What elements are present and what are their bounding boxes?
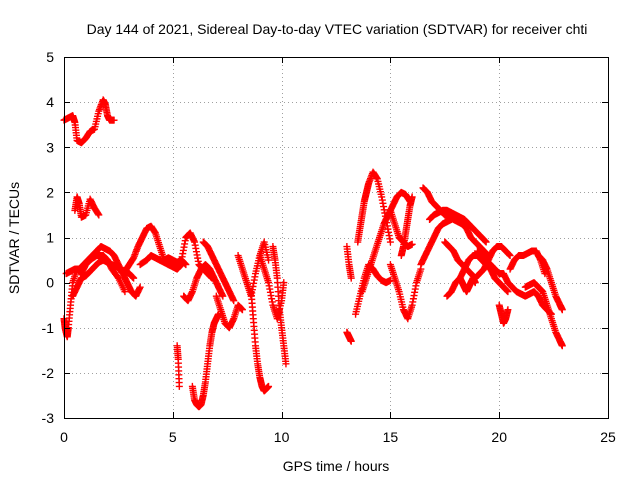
data-point (558, 306, 566, 314)
series-arc-b (71, 193, 103, 221)
y-tick-labels: -3 -2 -1 0 1 2 3 4 5 (42, 49, 55, 426)
data-point (504, 306, 512, 314)
x-tick-label: 25 (600, 429, 616, 445)
y-tick-label: 5 (46, 49, 54, 65)
data-point (386, 238, 394, 246)
series-arc-ak (534, 252, 566, 314)
series-arc-t (343, 328, 355, 345)
y-tick-label: 2 (46, 184, 54, 200)
y-tick-label: -3 (42, 410, 55, 426)
data-point (265, 382, 273, 390)
data-point (175, 382, 183, 390)
data-point (471, 279, 479, 287)
series-arc-a (60, 96, 118, 147)
y-tick-label: -2 (42, 365, 55, 381)
y-tick-label: 0 (46, 275, 54, 291)
series-arc-ac (426, 206, 490, 246)
x-tick-label: 15 (383, 429, 399, 445)
series-arc-r (269, 243, 290, 368)
data-point (265, 256, 273, 264)
data-point (558, 342, 566, 350)
data-point (136, 283, 144, 291)
data-point (182, 261, 190, 269)
series-arc-ag (473, 247, 555, 318)
data-point (504, 288, 512, 296)
x-tick-label: 0 (60, 429, 68, 445)
axis-ticks (64, 57, 609, 419)
data-point (130, 274, 138, 282)
data-points (60, 96, 566, 411)
data-point (238, 306, 246, 314)
x-tick-labels: 0 5 10 15 20 25 (60, 429, 616, 445)
y-tick-label: -1 (42, 320, 55, 336)
data-point (506, 252, 514, 260)
data-point (219, 292, 227, 300)
chart-title: Day 144 of 2021, Sidereal Day-to-day VTE… (87, 21, 588, 37)
grid-lines (64, 57, 608, 418)
series-arc-u (352, 261, 394, 318)
series-arc-af (456, 274, 479, 296)
x-tick-label: 10 (274, 429, 290, 445)
series-arc-n (212, 292, 246, 332)
x-tick-label: 5 (169, 429, 177, 445)
data-point (408, 193, 416, 201)
series-arc-m (199, 238, 238, 305)
y-tick-label: 1 (46, 230, 54, 246)
data-point (280, 279, 288, 287)
y-axis-label: SDTVAR / TECUs (6, 182, 22, 294)
data-point (110, 116, 118, 124)
series-arc-x (386, 261, 425, 323)
data-point (282, 360, 290, 368)
series-arc-s (343, 243, 355, 282)
series-arc-ah (495, 301, 512, 327)
y-tick-label: 3 (46, 139, 54, 155)
series-arc-k (180, 261, 227, 305)
data-point (408, 240, 416, 248)
data-point (482, 238, 490, 246)
data-point (230, 297, 238, 305)
x-tick-label: 20 (491, 429, 507, 445)
series-arc-z (397, 193, 416, 260)
series-arc-l (188, 310, 222, 411)
series-arc-aj (521, 279, 566, 350)
series-arc-aa (417, 215, 455, 269)
data-point (121, 288, 129, 296)
series-arc-p (247, 288, 273, 395)
data-point (347, 274, 355, 282)
series-arc-v (354, 168, 394, 246)
y-tick-label: 4 (46, 94, 54, 110)
data-point (95, 211, 103, 219)
data-point (347, 337, 355, 345)
x-axis-label: GPS time / hours (283, 458, 390, 474)
series-arc-i (173, 342, 183, 390)
